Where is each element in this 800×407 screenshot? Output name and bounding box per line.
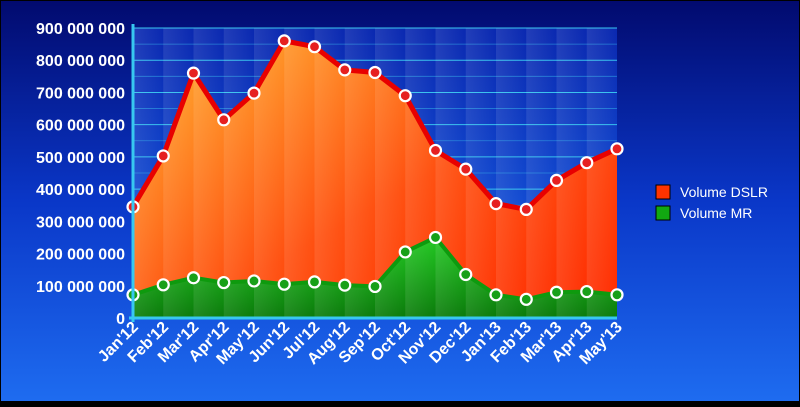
area-sheen-band bbox=[405, 28, 436, 318]
data-point-volume-mr bbox=[338, 278, 352, 292]
y-tick-label: 600 000 000 bbox=[36, 118, 125, 135]
data-point-volume-dslr bbox=[398, 89, 412, 103]
data-point-volume-dslr bbox=[580, 156, 594, 170]
data-point-volume-mr bbox=[580, 284, 594, 299]
data-point-volume-mr bbox=[277, 277, 291, 291]
y-tick-label: 700 000 000 bbox=[36, 85, 125, 102]
data-point-volume-mr bbox=[459, 267, 473, 282]
data-point-volume-mr bbox=[186, 271, 201, 285]
y-tick-label: 300 000 000 bbox=[36, 214, 125, 231]
data-point-volume-mr bbox=[247, 274, 261, 288]
data-point-volume-mr bbox=[368, 279, 382, 294]
data-point-volume-mr bbox=[428, 230, 443, 245]
legend-swatch bbox=[655, 205, 671, 221]
data-point-volume-dslr bbox=[277, 34, 291, 48]
data-point-volume-dslr bbox=[519, 202, 533, 217]
data-point-volume-mr bbox=[549, 285, 564, 299]
data-point-volume-dslr bbox=[610, 142, 624, 156]
data-point-volume-dslr bbox=[338, 63, 352, 77]
area-sheen-band bbox=[133, 28, 164, 318]
area-sheen-band bbox=[586, 28, 617, 318]
area-sheen-band bbox=[284, 28, 315, 318]
data-point-volume-mr bbox=[610, 288, 624, 302]
data-point-volume-dslr bbox=[489, 197, 503, 211]
area-sheen-band bbox=[526, 28, 557, 318]
legend: Volume DSLR Volume MR bbox=[655, 184, 768, 221]
legend-entry-label: Volume MR bbox=[680, 205, 752, 221]
legend-swatch bbox=[655, 184, 671, 200]
area-sheen-band bbox=[254, 28, 285, 318]
area-sheen-band bbox=[314, 28, 345, 318]
y-tick-label: 900 000 000 bbox=[36, 21, 125, 38]
area-sheen-band bbox=[223, 28, 254, 318]
data-point-volume-dslr bbox=[368, 65, 382, 80]
data-point-volume-dslr bbox=[549, 173, 564, 188]
data-point-volume-mr bbox=[217, 275, 231, 290]
y-tick-label: 0 bbox=[116, 311, 125, 328]
data-point-volume-dslr bbox=[307, 40, 322, 54]
plot-area: 0 100 000 000 200 000 000 300 000 000 400 00… bbox=[36, 21, 626, 368]
data-point-volume-dslr bbox=[428, 143, 443, 158]
data-point-volume-dslr bbox=[156, 149, 170, 163]
data-point-volume-dslr bbox=[247, 86, 261, 100]
data-point-volume-mr bbox=[398, 245, 412, 259]
data-point-volume-mr bbox=[156, 278, 170, 292]
data-point-volume-dslr bbox=[459, 162, 473, 176]
y-tick-label: 400 000 000 bbox=[36, 182, 125, 199]
y-tick-label: 500 000 000 bbox=[36, 150, 125, 167]
data-point-volume-mr bbox=[489, 288, 503, 302]
data-point-volume-mr bbox=[519, 292, 533, 306]
y-tick-label: 800 000 000 bbox=[36, 53, 125, 70]
area-sheen-band bbox=[496, 28, 527, 318]
y-tick-label: 200 000 000 bbox=[36, 247, 125, 264]
data-point-volume-dslr bbox=[217, 113, 231, 127]
data-point-volume-mr bbox=[307, 275, 322, 289]
y-tick-label: 100 000 000 bbox=[36, 279, 125, 296]
legend-entry-label: Volume DSLR bbox=[680, 184, 768, 200]
data-point-volume-dslr bbox=[186, 66, 201, 80]
